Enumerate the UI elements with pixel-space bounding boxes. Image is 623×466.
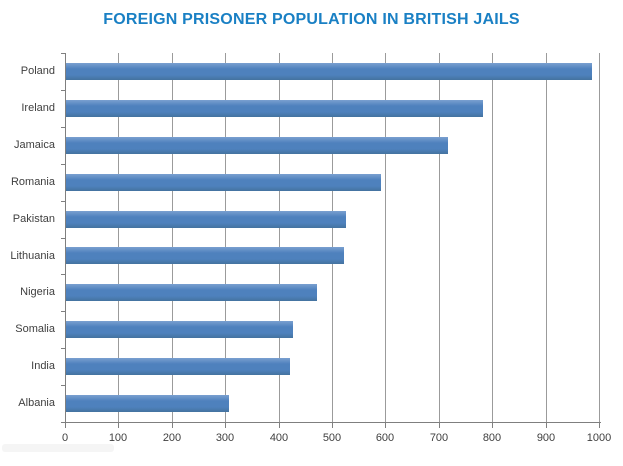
y-axis-tick [61, 164, 65, 165]
category-label-nigeria: Nigeria [20, 286, 55, 298]
category-label-india: India [31, 360, 55, 372]
x-axis-label-800: 800 [482, 432, 502, 444]
bar-pakistan [66, 211, 346, 228]
x-axis-label-300: 300 [215, 432, 235, 444]
bar-romania [66, 174, 381, 191]
gridline-400 [278, 53, 280, 422]
x-axis-tick-100 [118, 423, 119, 428]
bar-lithuania [66, 247, 344, 264]
x-axis-label-0: 0 [61, 432, 69, 444]
category-label-ireland: Ireland [21, 102, 55, 114]
chart-title: FOREIGN PRISONER POPULATION IN BRITISH J… [103, 11, 520, 28]
category-label-albania: Albania [18, 397, 55, 409]
x-axis-label-100: 100 [108, 432, 128, 444]
gridline-800 [492, 53, 494, 422]
gridline-900 [545, 53, 547, 422]
x-axis-tick-700 [439, 423, 440, 428]
gridline-200 [171, 53, 173, 422]
bar-nigeria [66, 284, 317, 301]
category-label-lithuania: Lithuania [10, 250, 55, 262]
y-axis-tick [61, 385, 65, 386]
x-axis-tick-800 [492, 423, 493, 428]
x-axis-label-500: 500 [322, 432, 342, 444]
bar-albania [66, 395, 229, 412]
x-axis-tick-0 [65, 423, 66, 428]
gridline-1000 [599, 53, 600, 422]
x-axis-tick-600 [385, 423, 386, 428]
y-axis-tick [61, 422, 65, 423]
x-axis-line [64, 422, 601, 423]
x-axis-tick-500 [332, 423, 333, 428]
category-label-somalia: Somalia [15, 323, 55, 335]
x-axis-label-400: 400 [269, 432, 289, 444]
x-axis-label-1000: 1000 [586, 432, 612, 444]
watermark-smudge [2, 444, 114, 452]
gridline-100 [118, 53, 120, 422]
x-axis-label-600: 600 [375, 432, 395, 444]
x-axis-label-900: 900 [536, 432, 556, 444]
bar-jamaica [66, 137, 448, 154]
y-axis-line [65, 53, 66, 423]
bar-poland [66, 63, 592, 80]
y-axis-tick [61, 127, 65, 128]
gridline-500 [332, 53, 333, 422]
category-label-poland: Poland [20, 65, 55, 77]
y-axis-tick [61, 90, 65, 91]
category-label-pakistan: Pakistan [12, 213, 55, 225]
category-label-romania: Romania [10, 176, 55, 188]
x-axis-label-200: 200 [162, 432, 182, 444]
y-axis-tick [61, 348, 65, 349]
y-axis-tick [61, 238, 65, 239]
bar-somalia [66, 321, 293, 338]
x-axis-tick-300 [225, 423, 226, 428]
gridline-600 [385, 53, 387, 422]
gridline-700 [438, 53, 440, 422]
bar-ireland [66, 100, 483, 117]
y-axis-tick [61, 53, 65, 54]
x-axis-label-700: 700 [429, 432, 449, 444]
category-label-jamaica: Jamaica [14, 139, 55, 151]
bar-india [66, 358, 290, 375]
x-axis-tick-200 [172, 423, 173, 428]
y-axis-tick [61, 274, 65, 275]
x-axis-tick-900 [546, 423, 547, 428]
y-axis-tick [61, 311, 65, 312]
x-axis-tick-400 [279, 423, 280, 428]
x-axis-tick-1000 [599, 423, 600, 428]
y-axis-tick [61, 201, 65, 202]
gridline-300 [225, 53, 227, 422]
